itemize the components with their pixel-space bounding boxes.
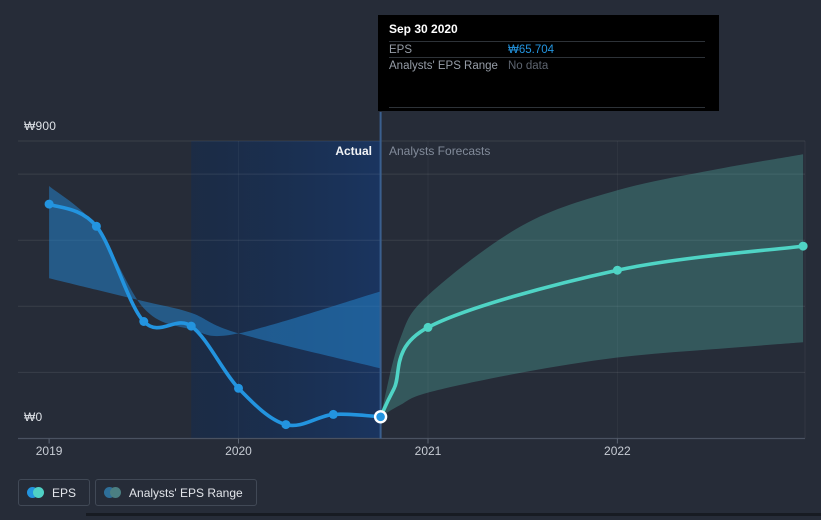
tooltip-eps-value: ₩65.704: [508, 44, 555, 56]
legend-item-eps[interactable]: EPS: [18, 479, 91, 506]
tooltip-row-range: Analysts' EPS Range No data: [389, 59, 705, 73]
selected-data-point[interactable]: [373, 410, 388, 424]
x-axis-tick-label: 2022: [604, 444, 631, 458]
x-axis-tick-label: 2021: [414, 444, 442, 458]
eps-actual-line[interactable]: [47, 202, 383, 428]
eps-data-point[interactable]: [91, 221, 101, 231]
eps-data-point[interactable]: [281, 420, 291, 430]
x-axis-tick-label: 2019: [35, 444, 63, 458]
tooltip-range-value: No data: [508, 60, 549, 72]
eps-data-point[interactable]: [139, 317, 149, 326]
analysts-eps-range-band: [49, 186, 381, 369]
legend-eps-label: EPS: [52, 485, 77, 500]
tooltip-divider: [389, 57, 705, 58]
range-legend-dot-icon: [110, 487, 122, 498]
tooltip: Sep 30 2020 EPS ₩65.704 Analysts' EPS Ra…: [378, 15, 719, 111]
eps-data-point[interactable]: [44, 199, 54, 209]
y-axis-min-label: ₩0: [24, 410, 43, 424]
highlight-past-year: [191, 141, 381, 439]
bottom-divider: [86, 513, 821, 516]
tooltip-date: Sep 30 2020: [389, 22, 458, 36]
forecast-range-band: [380, 154, 804, 417]
eps-data-point[interactable]: [186, 321, 196, 331]
forecast-section-label: Analysts Forecasts: [389, 144, 491, 158]
eps-data-point[interactable]: [234, 383, 243, 393]
forecast-data-point[interactable]: [798, 241, 808, 251]
eps-legend-dot-icon: [27, 487, 38, 498]
tooltip-range-label: Analysts' EPS Range: [389, 60, 498, 72]
eps-legend-dot-icon: [33, 487, 44, 498]
forecast-data-point[interactable]: [423, 322, 433, 332]
eps-data-point[interactable]: [328, 409, 338, 419]
y-axis-max-label: ₩900: [24, 119, 57, 133]
legend-item-analysts-eps-range[interactable]: Analysts' EPS Range: [95, 479, 257, 506]
legend-range-label: Analysts' EPS Range: [129, 485, 243, 500]
tooltip-row-eps: EPS ₩65.704: [389, 43, 705, 57]
legend: EPS Analysts' EPS Range: [18, 479, 257, 506]
tooltip-eps-label: EPS: [389, 44, 413, 56]
forecast-data-point[interactable]: [612, 265, 622, 275]
range-legend-dot-icon: [104, 487, 116, 498]
eps-forecast-line[interactable]: [378, 244, 805, 419]
tooltip-divider: [389, 107, 705, 108]
x-axis-tick-label: 2020: [225, 444, 252, 458]
actual-section-label: Actual: [335, 144, 372, 158]
tooltip-divider: [389, 41, 705, 42]
